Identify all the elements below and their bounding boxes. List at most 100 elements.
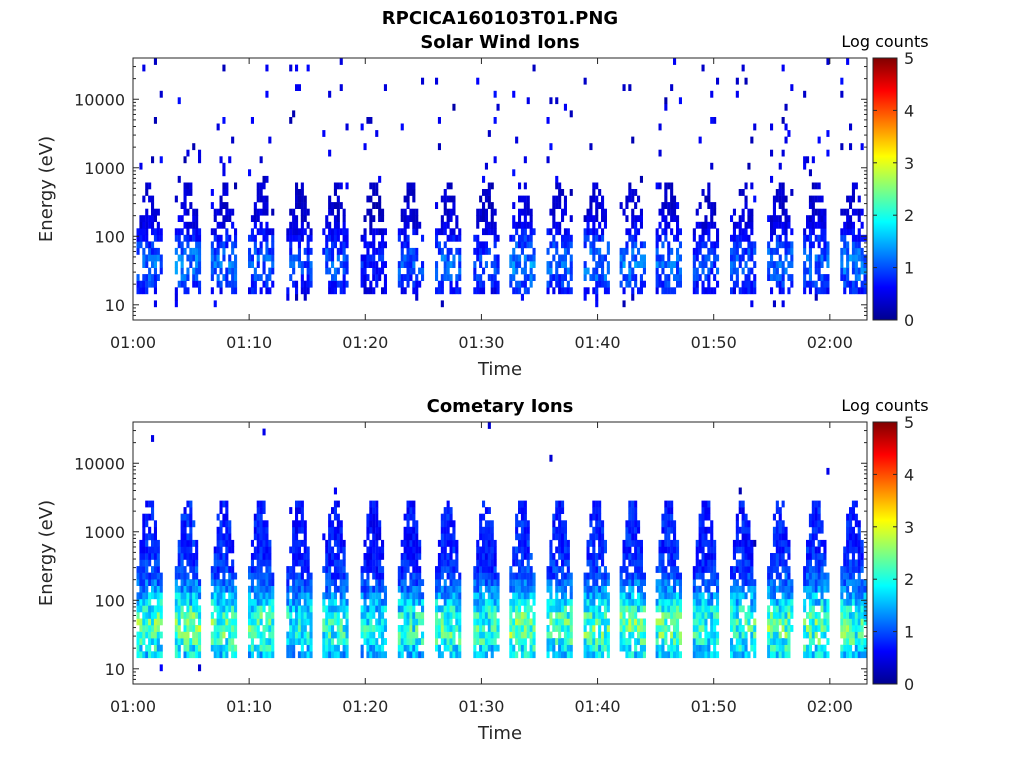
heatmap-cell — [631, 598, 635, 606]
heatmap-cell — [213, 215, 217, 222]
heatmap-cell — [664, 566, 668, 573]
heatmap-cell — [421, 77, 425, 85]
heatmap-cell — [738, 228, 742, 236]
heatmap-cell — [397, 598, 401, 606]
heatmap-cell — [664, 598, 668, 606]
heatmap-cell — [676, 254, 680, 262]
heatmap-cell — [259, 507, 263, 514]
heatmap-cell — [713, 579, 717, 586]
heatmap-cell — [325, 625, 329, 632]
heatmap-cell — [661, 287, 665, 295]
heatmap-cell — [198, 261, 202, 268]
heatmap-cell — [482, 625, 486, 632]
heatmap-cell — [589, 513, 593, 521]
heatmap-cell — [292, 254, 296, 262]
heatmap-cell — [713, 612, 717, 619]
heatmap-cell — [192, 592, 196, 600]
heatmap-cell — [259, 618, 263, 626]
heatmap-cell — [195, 539, 199, 547]
heatmap-cell — [512, 579, 516, 586]
heatmap-cell — [670, 228, 674, 236]
heatmap-cell — [532, 254, 536, 262]
heatmap-cell — [300, 625, 304, 632]
heatmap-cell — [595, 526, 599, 534]
heatmap-cell — [383, 241, 387, 249]
heatmap-cell — [814, 293, 818, 301]
heatmap-cell — [286, 585, 290, 593]
heatmap-cell — [177, 553, 181, 560]
heatmap-cell — [625, 651, 629, 659]
heatmap-cell — [412, 507, 416, 514]
heatmap-cell — [778, 274, 782, 281]
heatmap-cell — [563, 208, 567, 216]
heatmap-cell — [180, 592, 184, 600]
heatmap-cell — [606, 638, 610, 645]
heatmap-cell — [378, 605, 382, 613]
heatmap-cell — [418, 553, 422, 560]
heatmap-cell — [670, 585, 674, 593]
heatmap-cell — [345, 598, 349, 606]
heatmap-cell — [446, 500, 450, 508]
heatmap-cell — [808, 267, 812, 275]
heatmap-cell — [328, 598, 332, 606]
heatmap-cell — [412, 254, 416, 262]
heatmap-cell — [661, 585, 665, 593]
heatmap-cell — [406, 553, 410, 560]
heatmap-cell — [849, 195, 853, 203]
heatmap-cell — [775, 267, 779, 275]
heatmap-cell — [558, 202, 562, 209]
heatmap-cell — [670, 618, 674, 626]
heatmap-cell — [435, 631, 439, 639]
heatmap-cell — [595, 195, 599, 203]
heatmap-cell — [670, 513, 674, 521]
heatmap-cell — [772, 638, 776, 645]
x-tick-label: 01:00 — [110, 333, 156, 352]
heatmap-cell — [400, 651, 404, 659]
heatmap-cell — [440, 546, 444, 554]
heatmap-cell — [851, 546, 855, 554]
heatmap-cell — [631, 287, 635, 295]
heatmap-cell — [631, 513, 635, 521]
heatmap-cell — [713, 618, 717, 626]
heatmap-cell — [741, 507, 745, 514]
heatmap-cell — [333, 572, 337, 580]
heatmap-cell — [412, 612, 416, 619]
heatmap-cell — [664, 612, 668, 619]
heatmap-cell — [631, 592, 635, 600]
heatmap-cell — [770, 592, 774, 600]
heatmap-cell — [840, 618, 844, 626]
heatmap-cell — [806, 585, 810, 593]
heatmap-cell — [670, 631, 674, 639]
heatmap-cell — [342, 267, 346, 275]
heatmap-cell — [820, 247, 824, 255]
heatmap-cell — [634, 533, 638, 541]
heatmap-cell — [406, 195, 410, 203]
heatmap-cell — [744, 579, 748, 586]
heatmap-cell — [692, 638, 696, 645]
heatmap-cell — [151, 618, 155, 626]
heatmap-cell — [814, 631, 818, 639]
heatmap-cell — [863, 274, 867, 281]
heatmap-cell — [493, 546, 497, 554]
heatmap-cell — [642, 572, 646, 580]
heatmap-cell — [515, 228, 519, 236]
heatmap-cell — [437, 566, 441, 573]
heatmap-cell — [598, 507, 602, 514]
heatmap-cell — [561, 274, 565, 281]
heatmap-cell — [234, 182, 238, 190]
heatmap-cell — [446, 572, 450, 580]
heatmap-cell — [473, 638, 477, 645]
heatmap-cell — [289, 598, 293, 606]
heatmap-cell — [482, 566, 486, 573]
heatmap-cell — [512, 287, 516, 295]
heatmap-cell — [732, 287, 736, 295]
heatmap-cell — [558, 625, 562, 632]
heatmap-cell — [345, 123, 349, 131]
heatmap-cell — [710, 267, 714, 275]
heatmap-cell — [532, 598, 536, 606]
heatmap-cell — [458, 625, 462, 632]
heatmap-cell — [192, 143, 196, 151]
heatmap-cell — [770, 274, 774, 281]
heatmap-cell — [458, 261, 462, 268]
heatmap-cell — [704, 598, 708, 606]
